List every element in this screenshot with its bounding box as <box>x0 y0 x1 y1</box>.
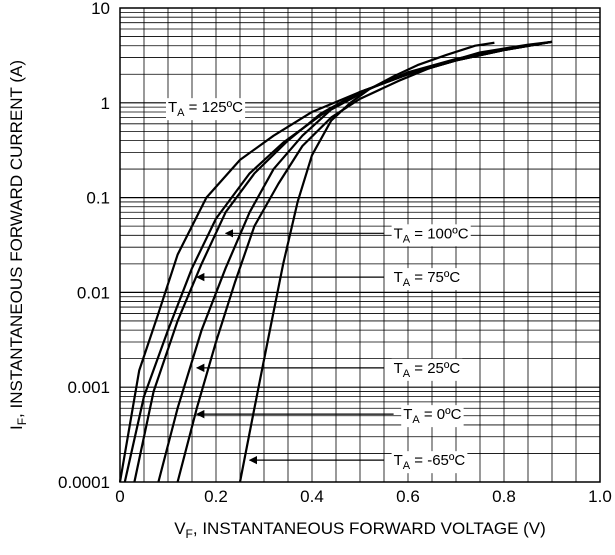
y-axis-label-sub: F <box>15 418 29 425</box>
x-tick-label: 0 <box>115 487 124 506</box>
y-tick-label: 0.01 <box>77 283 110 302</box>
series-label-sub: A <box>403 233 411 245</box>
x-axis-label-main: V <box>174 519 186 538</box>
series-label-background <box>401 405 464 428</box>
y-tick-label: 0.0001 <box>58 473 110 492</box>
y-axis-label-rest: , INSTANTANEOUS FORWARD CURRENT (A) <box>7 60 26 418</box>
series-label-background <box>166 98 246 121</box>
y-tick-label: 0.1 <box>86 189 110 208</box>
x-tick-label: 0.6 <box>396 487 420 506</box>
y-tick-label: 0.001 <box>67 378 110 397</box>
series-label-sub: A <box>403 460 411 472</box>
x-tick-label: 0.2 <box>204 487 228 506</box>
y-tick-label: 1 <box>101 94 110 113</box>
series-label-background <box>391 451 468 474</box>
series-line <box>176 40 553 483</box>
series-label: TA = 0ºC <box>403 406 461 426</box>
y-tick-label: 10 <box>91 0 110 18</box>
series-label-rest: = -65ºC <box>410 452 465 469</box>
series-label-rest: = 100ºC <box>410 225 469 242</box>
series-label-main: T <box>168 99 177 116</box>
x-tick-label: 0.8 <box>492 487 516 506</box>
tick-labels: 0 0.2 0.4 0.6 0.8 1.0 0.0001 0.001 0.01 0.1 1 10 <box>58 0 612 506</box>
x-tick-label: 0.4 <box>300 487 324 506</box>
series-label-rest: = 25ºC <box>410 360 460 377</box>
series-label-sub: A <box>177 107 185 119</box>
series-label-background <box>391 358 463 381</box>
series-label-rest: = 125ºC <box>185 99 244 116</box>
x-axis-label: VF, INSTANTANEOUS FORWARD VOLTAGE (V) <box>174 519 546 541</box>
series-label-main: T <box>394 225 403 242</box>
series-label: TA = -65ºC <box>394 452 466 472</box>
series-label-main: T <box>394 360 403 377</box>
x-axis-label-rest: , INSTANTANEOUS FORWARD VOLTAGE (V) <box>193 519 546 538</box>
series-label-main: T <box>394 269 403 286</box>
series-label-rest: = 0ºC <box>420 406 462 423</box>
series-label-rest: = 75ºC <box>410 269 460 286</box>
series-lines <box>118 40 553 483</box>
x-axis-label-sub: F <box>186 527 193 541</box>
series-line <box>238 41 495 483</box>
series-label-sub: A <box>403 277 411 289</box>
series-label-main: T <box>403 406 412 423</box>
series-label: TA = 100ºC <box>394 225 469 245</box>
y-axis-label: IF, INSTANTANEOUS FORWARD CURRENT (A) <box>7 60 29 430</box>
series-label-background <box>391 268 463 291</box>
plot-frame <box>119 7 601 483</box>
series-label: TA = 25ºC <box>394 360 461 380</box>
series-label-sub: A <box>403 368 411 380</box>
y-axis-label-main: I <box>7 425 26 430</box>
series-label-sub: A <box>412 414 420 426</box>
series-label: TA = 75ºC <box>394 269 461 289</box>
series-label: TA = 125ºC <box>168 99 243 119</box>
x-tick-label: 1.0 <box>588 487 612 506</box>
grid <box>120 8 600 482</box>
series-label-main: T <box>394 452 403 469</box>
series-label-background <box>391 224 471 247</box>
